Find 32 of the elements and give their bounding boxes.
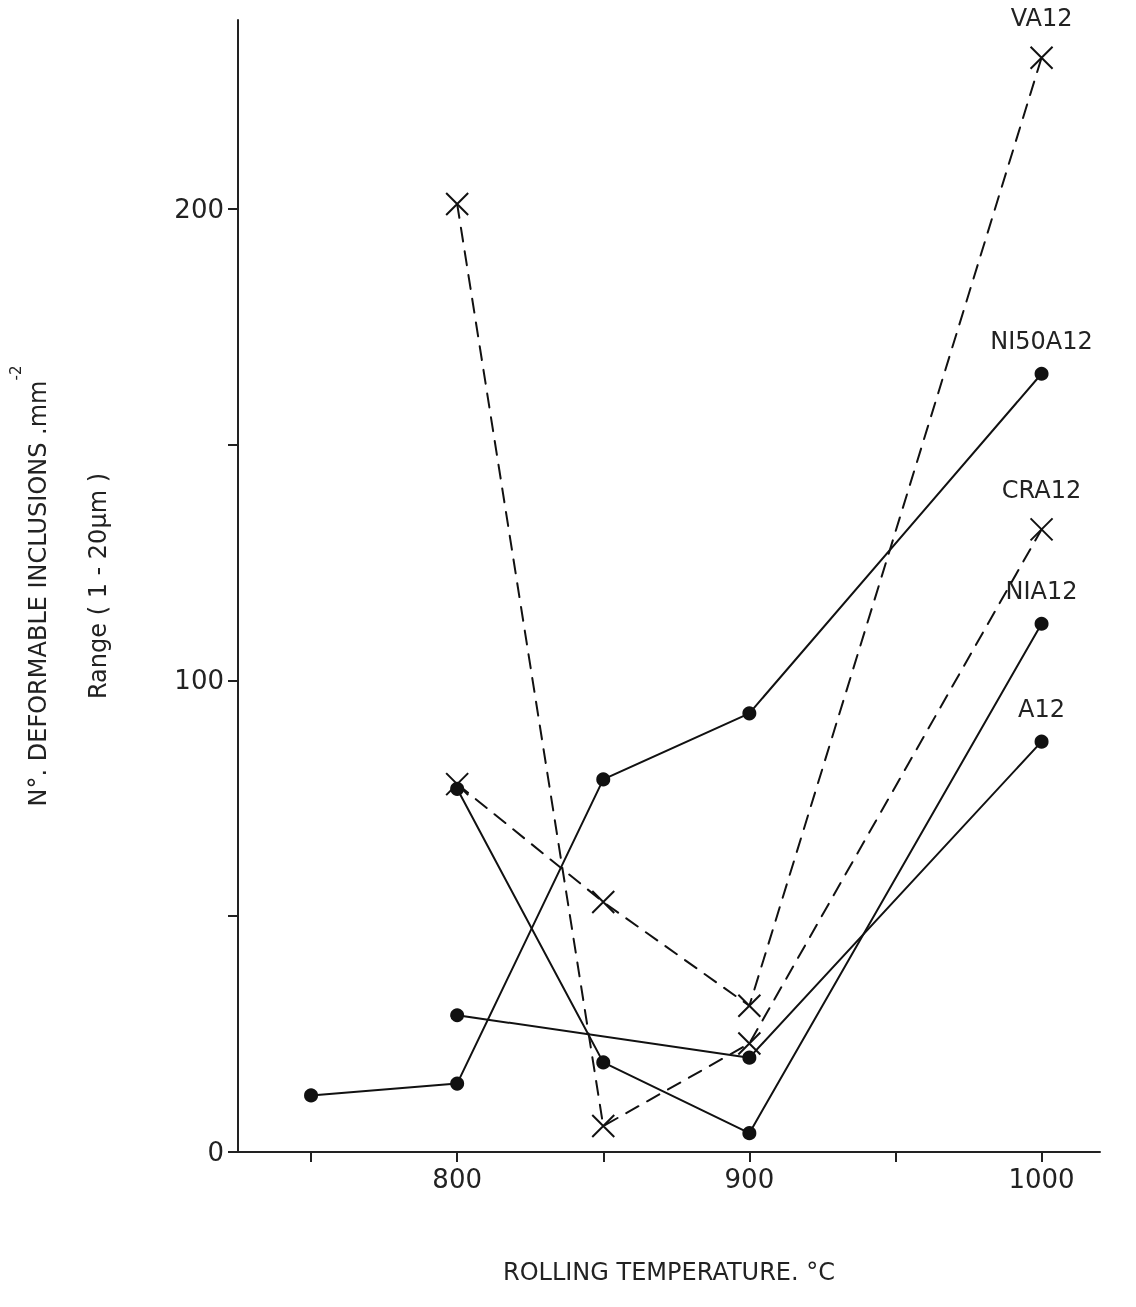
x-tick-label: 900 <box>724 1164 775 1194</box>
y-tick-label: 100 <box>174 665 224 696</box>
point <box>591 1114 616 1139</box>
point <box>737 993 762 1018</box>
x-axis-title: ROLLING TEMPERATURE. °C <box>502 1258 836 1286</box>
point <box>596 1055 611 1070</box>
point <box>1034 616 1049 631</box>
point <box>742 1050 757 1065</box>
series-label: NIA12 <box>1005 576 1078 605</box>
series-label: VA12 <box>1010 4 1073 33</box>
point <box>304 1088 319 1103</box>
point <box>450 1076 465 1091</box>
point <box>1029 517 1054 542</box>
x-tick-label: 1000 <box>1008 1164 1075 1194</box>
series-label: A12 <box>1018 694 1066 723</box>
point <box>445 191 470 216</box>
point <box>591 890 616 915</box>
text: N°. DEFORMABLE INCLUSIONS .mm-2 Range ( 1 - 20µm ) <box>6 365 112 807</box>
point <box>742 706 757 721</box>
y-tick-label: 0 <box>207 1137 224 1167</box>
point <box>742 1126 757 1141</box>
series-label: CRA12 <box>1001 475 1082 504</box>
y-tick-label: 200 <box>174 193 224 224</box>
point <box>737 1031 762 1056</box>
x-tick-label: 800 <box>432 1164 482 1194</box>
series-label: NI50A12 <box>990 326 1093 355</box>
point <box>450 1008 465 1023</box>
point <box>1034 734 1049 749</box>
point <box>1034 366 1049 381</box>
point <box>1029 45 1054 70</box>
point <box>596 772 611 787</box>
point <box>445 772 470 797</box>
